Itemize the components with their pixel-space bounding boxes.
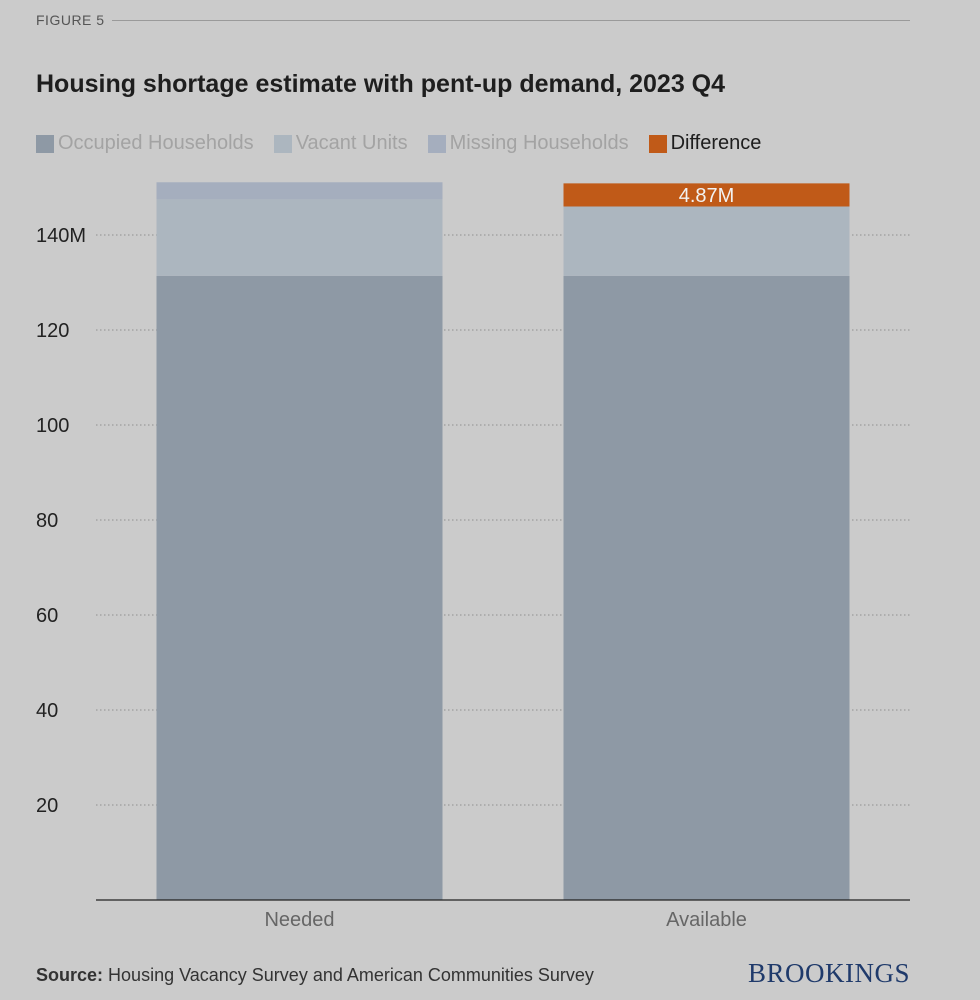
legend-label-difference: Difference — [670, 132, 762, 154]
legend-item-missing[interactable]: Missing Households — [427, 132, 629, 155]
source-text: Housing Vacancy Survey and American Comm… — [108, 965, 594, 985]
source-label: Source: — [36, 965, 104, 985]
source-note: Source: Housing Vacancy Survey and Ameri… — [36, 965, 594, 986]
bar-segment-difference — [563, 183, 850, 207]
y-tick-label: 60 — [36, 605, 58, 627]
legend-label-occupied: Occupied Households — [58, 132, 254, 154]
legend-item-difference[interactable]: Difference — [648, 132, 762, 155]
data-label: 4.87M — [679, 185, 735, 207]
x-tick-label: Needed — [264, 909, 334, 931]
brookings-logo: BROOKINGS — [747, 958, 910, 988]
legend: Occupied Households Vacant Units Missing… — [36, 132, 761, 155]
y-tick-label: 40 — [36, 700, 58, 722]
legend-label-vacant: Vacant Units — [295, 132, 408, 154]
bar-segment-vacant — [563, 206, 850, 276]
y-tick-label: 100 — [36, 415, 69, 437]
bar-segment-missing — [156, 182, 443, 200]
legend-swatch-missing — [427, 134, 446, 153]
legend-swatch-difference — [648, 134, 667, 153]
y-tick-label: 120 — [36, 320, 69, 342]
bar-segment-occupied — [156, 275, 443, 901]
y-tick-label: 140M — [36, 225, 86, 247]
legend-item-vacant[interactable]: Vacant Units — [273, 132, 408, 155]
x-tick-label: Available — [666, 909, 747, 931]
figure-rule — [112, 20, 910, 21]
y-tick-label: 80 — [36, 510, 58, 532]
legend-item-occupied[interactable]: Occupied Households — [36, 132, 254, 155]
y-tick-label: 20 — [36, 795, 58, 817]
legend-label-missing: Missing Households — [449, 132, 629, 154]
bar-segment-vacant — [156, 199, 443, 276]
legend-swatch-occupied — [36, 134, 54, 153]
bar-segment-occupied — [563, 275, 850, 901]
chart-title: Housing shortage estimate with pent-up d… — [36, 70, 726, 98]
legend-swatch-vacant — [273, 134, 292, 153]
figure-label: FIGURE 5 — [36, 12, 105, 28]
